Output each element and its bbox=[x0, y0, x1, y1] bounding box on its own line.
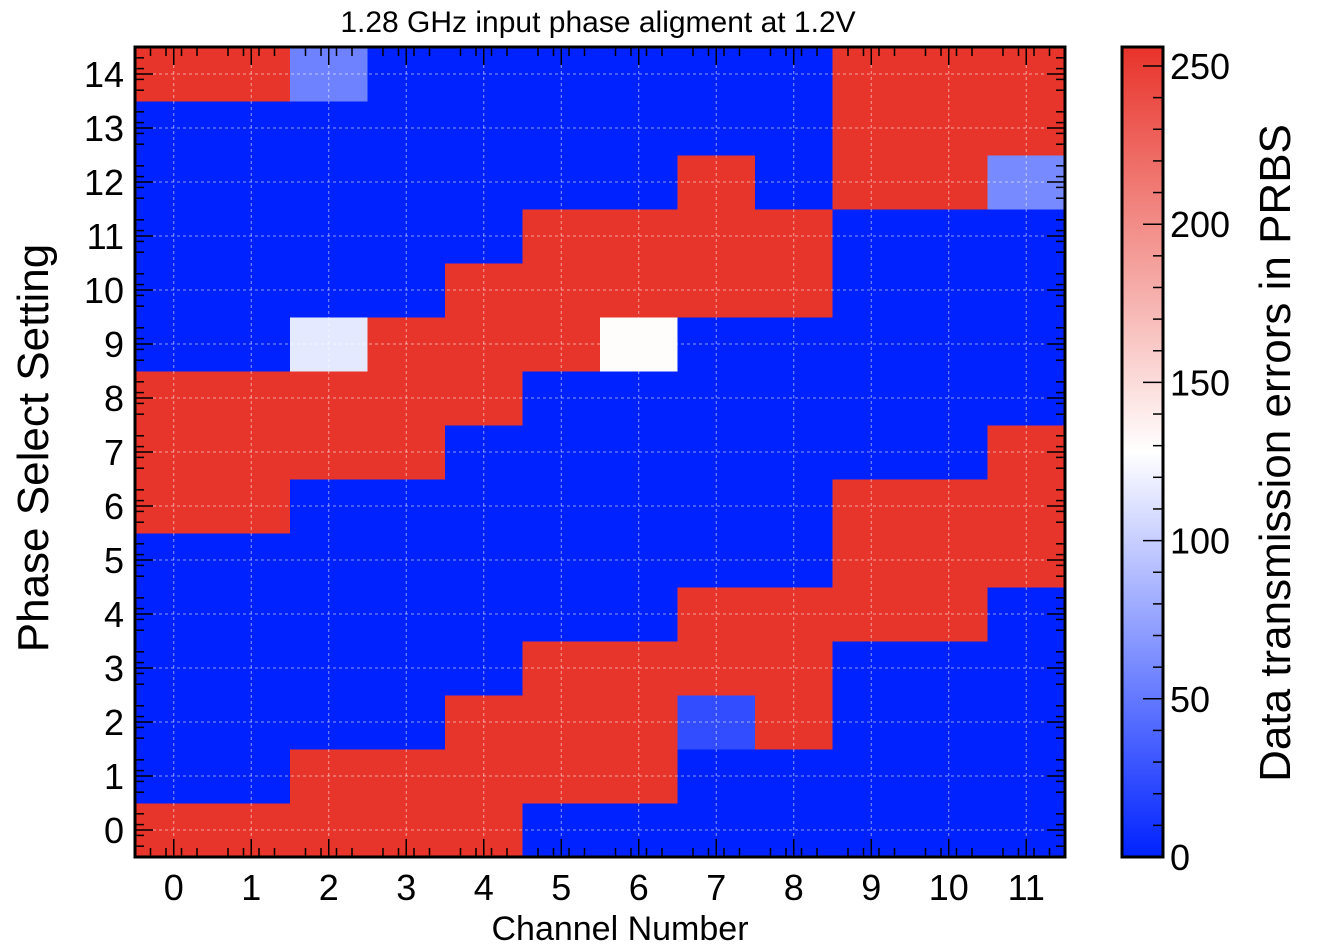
x-tick-label: 2 bbox=[319, 867, 339, 908]
x-tick-label: 9 bbox=[861, 867, 881, 908]
x-tick-label: 7 bbox=[706, 867, 726, 908]
y-tick-label: 5 bbox=[104, 540, 124, 581]
y-tick-label: 11 bbox=[87, 216, 124, 257]
y-tick-label: 0 bbox=[104, 810, 124, 851]
x-tick-label: 10 bbox=[929, 867, 969, 908]
x-tick-label: 0 bbox=[164, 867, 184, 908]
x-tick-label: 3 bbox=[396, 867, 416, 908]
colorbar-tick-label: 100 bbox=[1170, 521, 1230, 562]
y-tick-label: 10 bbox=[84, 270, 124, 311]
x-tick-label: 1 bbox=[241, 867, 261, 908]
x-tick-labels: 0 1 2 3 4 5 6 7 8 9 10 11 bbox=[164, 867, 1045, 908]
y-tick-label: 12 bbox=[84, 162, 124, 203]
x-tick-label: 6 bbox=[629, 867, 649, 908]
y-tick-label: 7 bbox=[104, 432, 124, 473]
colorbar-tick-label: 50 bbox=[1170, 679, 1210, 720]
y-tick-label: 4 bbox=[104, 594, 124, 635]
y-tick-label: 14 bbox=[84, 54, 124, 95]
colorbar-tick-label: 250 bbox=[1170, 46, 1230, 87]
y-tick-label: 8 bbox=[104, 378, 124, 419]
colorbar-ticks: 0 50 100 150 200 250 bbox=[1143, 46, 1230, 878]
colorbar-tick-label: 0 bbox=[1170, 837, 1190, 878]
grid-lines bbox=[135, 47, 1065, 857]
colorbar-tick-label: 150 bbox=[1170, 362, 1230, 403]
colorbar-tick-label: 200 bbox=[1170, 204, 1230, 245]
chart-title: 1.28 GHz input phase aligment at 1.2V bbox=[340, 6, 855, 39]
y-tick-label: 3 bbox=[104, 648, 124, 689]
y-tick-label: 9 bbox=[104, 324, 124, 365]
x-tick-label: 11 bbox=[1008, 867, 1045, 908]
y-tick-label: 13 bbox=[84, 108, 124, 149]
y-tick-label: 1 bbox=[104, 756, 124, 797]
x-axis-label: Channel Number bbox=[491, 910, 748, 948]
y-tick-label: 2 bbox=[104, 702, 124, 743]
y-tick-label: 6 bbox=[104, 486, 124, 527]
axes bbox=[133, 45, 1067, 859]
x-tick-label: 8 bbox=[784, 867, 804, 908]
colorbar-label: Data transmission errors in PRBS bbox=[1251, 124, 1300, 782]
x-tick-label: 4 bbox=[474, 867, 494, 908]
y-axis-label: Phase Select Setting bbox=[9, 244, 58, 652]
colorbar bbox=[1120, 45, 1165, 859]
x-tick-label: 5 bbox=[551, 867, 571, 908]
